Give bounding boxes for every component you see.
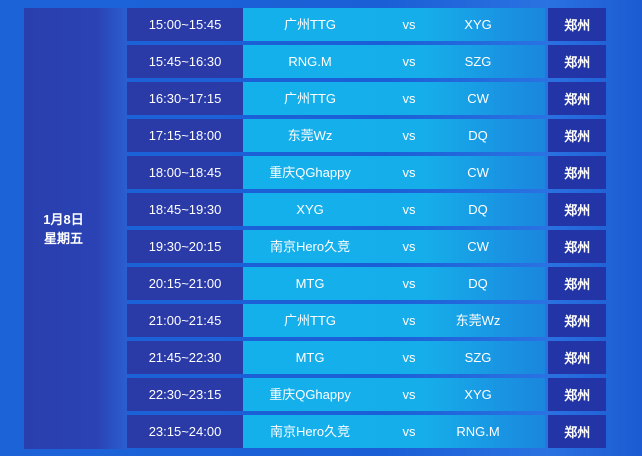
match-teams: 广州TTG vs 东莞Wz (243, 304, 545, 337)
vs-label: vs (402, 276, 416, 291)
match-teams: 东莞Wz vs DQ (243, 119, 545, 152)
team-1: XYG (296, 202, 324, 217)
vs-label: vs (402, 239, 416, 254)
match-teams: RNG.M vs SZG (243, 45, 545, 78)
team-2: DQ (468, 276, 488, 291)
team-2: XYG (464, 17, 492, 32)
team-1: RNG.M (288, 54, 332, 69)
vs-label: vs (402, 424, 416, 439)
team-1: MTG (295, 350, 325, 365)
team-2: SZG (464, 54, 492, 69)
team-2: CW (467, 165, 489, 180)
team-1: 重庆QGhappy (269, 165, 351, 180)
team-2: DQ (468, 128, 488, 143)
match-city: 郑州 (548, 8, 606, 41)
team-1: 重庆QGhappy (269, 387, 351, 402)
match-time: 19:30~20:15 (127, 230, 244, 263)
match-teams: 广州TTG vs XYG (243, 8, 545, 41)
table-row: 20:15~21:00 MTG vs DQ 郑州 (127, 267, 606, 300)
match-teams: MTG vs SZG (243, 341, 545, 374)
team-2: RNG.M (456, 424, 500, 439)
match-city: 郑州 (548, 378, 606, 411)
vs-label: vs (402, 202, 416, 217)
vs-label: vs (402, 387, 416, 402)
table-row: 21:45~22:30 MTG vs SZG 郑州 (127, 341, 606, 374)
match-teams: 南京Hero久竞 vs CW (243, 230, 545, 263)
match-teams: 重庆QGhappy vs CW (243, 156, 545, 189)
team-1: 广州TTG (284, 313, 337, 328)
vs-label: vs (402, 128, 416, 143)
table-row: 19:30~20:15 南京Hero久竞 vs CW 郑州 (127, 230, 606, 263)
team-1: 广州TTG (284, 91, 337, 106)
match-time: 21:00~21:45 (127, 304, 244, 337)
match-city: 郑州 (548, 304, 606, 337)
team-2: DQ (468, 202, 488, 217)
vs-label: vs (402, 91, 416, 106)
match-city: 郑州 (548, 82, 606, 115)
team-2: XYG (464, 387, 492, 402)
match-time: 15:45~16:30 (127, 45, 244, 78)
table-row: 18:00~18:45 重庆QGhappy vs CW 郑州 (127, 156, 606, 189)
vs-label: vs (402, 17, 416, 32)
vs-label: vs (402, 165, 416, 180)
table-row: 16:30~17:15 广州TTG vs CW 郑州 (127, 82, 606, 115)
date-day: 1月8日 (43, 211, 84, 227)
match-teams: 广州TTG vs CW (243, 82, 545, 115)
vs-label: vs (402, 54, 416, 69)
team-2: CW (467, 91, 489, 106)
team-2: 东莞Wz (455, 313, 501, 328)
team-1: 东莞Wz (287, 128, 333, 143)
team-2: CW (467, 239, 489, 254)
match-time: 21:45~22:30 (127, 341, 244, 374)
match-city: 郑州 (548, 156, 606, 189)
match-city: 郑州 (548, 193, 606, 226)
team-1: 广州TTG (284, 17, 337, 32)
match-teams: XYG vs DQ (243, 193, 545, 226)
team-1: 南京Hero久竞 (269, 239, 351, 254)
team-1: MTG (295, 276, 325, 291)
match-city: 郑州 (548, 341, 606, 374)
match-time: 18:00~18:45 (127, 156, 244, 189)
match-city: 郑州 (548, 267, 606, 300)
date-cell: 1月8日 星期五 (24, 8, 127, 449)
table-row: 21:00~21:45 广州TTG vs 东莞Wz 郑州 (127, 304, 606, 337)
match-time: 16:30~17:15 (127, 82, 244, 115)
table-row: 17:15~18:00 东莞Wz vs DQ 郑州 (127, 119, 606, 152)
match-teams: 重庆QGhappy vs XYG (243, 378, 545, 411)
match-city: 郑州 (548, 45, 606, 78)
match-time: 18:45~19:30 (127, 193, 244, 226)
match-time: 17:15~18:00 (127, 119, 244, 152)
table-row: 18:45~19:30 XYG vs DQ 郑州 (127, 193, 606, 226)
match-teams: MTG vs DQ (243, 267, 545, 300)
match-time: 22:30~23:15 (127, 378, 244, 411)
table-row: 15:00~15:45 广州TTG vs XYG 郑州 (127, 8, 606, 41)
vs-label: vs (402, 350, 416, 365)
team-2: SZG (464, 350, 492, 365)
date-weekday: 星期五 (43, 230, 83, 246)
table-row: 23:15~24:00 南京Hero久竞 vs RNG.M 郑州 (127, 415, 606, 448)
vs-label: vs (402, 313, 416, 328)
match-time: 20:15~21:00 (127, 267, 244, 300)
match-time: 15:00~15:45 (127, 8, 244, 41)
match-city: 郑州 (548, 119, 606, 152)
table-row: 22:30~23:15 重庆QGhappy vs XYG 郑州 (127, 378, 606, 411)
match-time: 23:15~24:00 (127, 415, 244, 448)
team-1: 南京Hero久竞 (269, 424, 351, 439)
match-city: 郑州 (548, 230, 606, 263)
table-row: 15:45~16:30 RNG.M vs SZG 郑州 (127, 45, 606, 78)
match-city: 郑州 (548, 415, 606, 448)
match-teams: 南京Hero久竞 vs RNG.M (243, 415, 545, 448)
